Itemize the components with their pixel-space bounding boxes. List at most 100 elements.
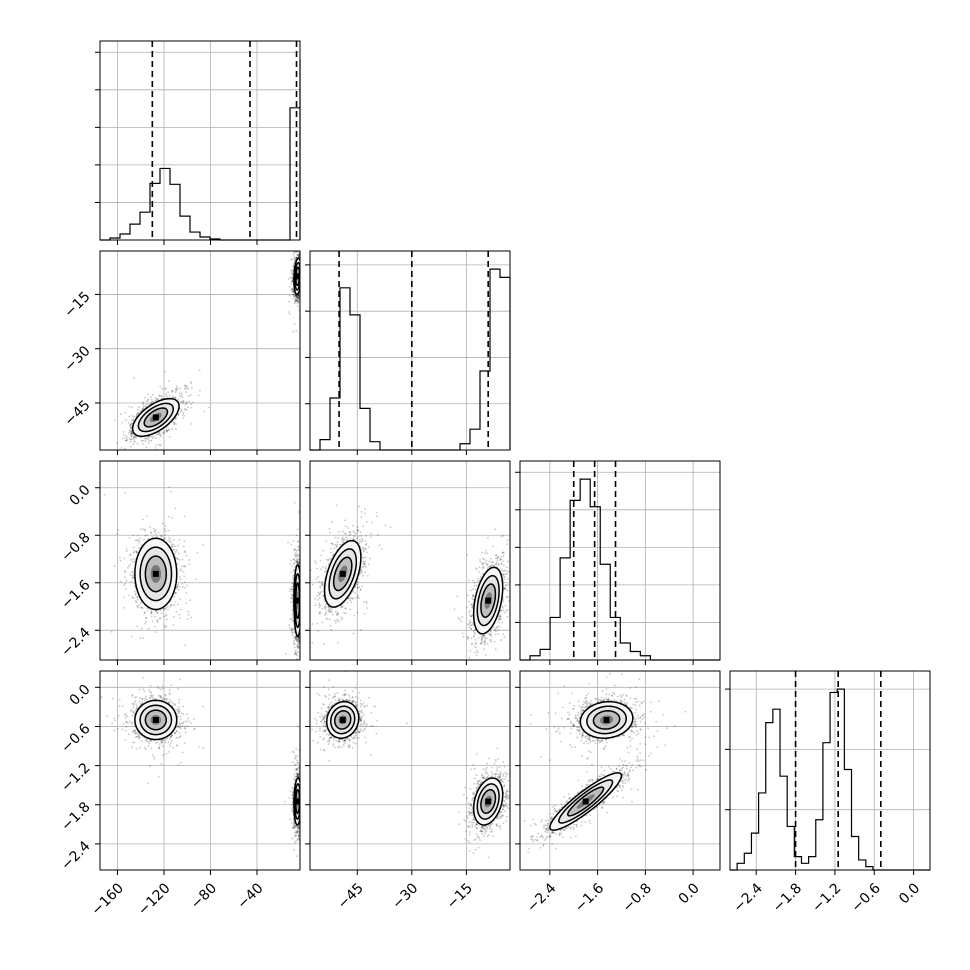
sample-point bbox=[129, 563, 132, 566]
sample-point bbox=[179, 617, 182, 620]
sample-point bbox=[143, 612, 146, 615]
sample-point bbox=[296, 297, 299, 300]
sample-point bbox=[119, 413, 122, 415]
sample-point bbox=[134, 600, 137, 603]
sample-point bbox=[123, 436, 126, 439]
sample-point bbox=[143, 538, 145, 541]
sample-point bbox=[143, 528, 146, 531]
sample-point bbox=[297, 298, 300, 301]
panel-frame bbox=[519, 460, 721, 661]
density-peak bbox=[294, 273, 300, 280]
sample-point bbox=[103, 493, 106, 496]
sample-point bbox=[177, 414, 180, 416]
sample-point bbox=[146, 515, 149, 518]
sample-point bbox=[302, 282, 304, 284]
sample-point bbox=[155, 609, 158, 612]
sample-point bbox=[152, 528, 155, 530]
sample-point bbox=[194, 578, 197, 581]
sample-point bbox=[174, 550, 177, 553]
sample-point bbox=[136, 409, 139, 411]
sample-point bbox=[184, 385, 187, 388]
density-contour bbox=[143, 407, 169, 428]
sample-point bbox=[142, 403, 145, 406]
sample-point bbox=[120, 580, 122, 583]
sample-point bbox=[302, 284, 304, 286]
sample-point bbox=[302, 281, 304, 283]
sample-point bbox=[158, 433, 161, 436]
sample-point bbox=[301, 275, 303, 277]
sample-point bbox=[302, 289, 304, 291]
sample-point bbox=[301, 271, 303, 273]
sample-point bbox=[178, 575, 181, 578]
sample-point bbox=[167, 529, 170, 532]
sample-point bbox=[181, 400, 184, 403]
sample-point bbox=[181, 413, 184, 416]
sample-point bbox=[183, 540, 186, 543]
sample-point bbox=[300, 258, 302, 260]
sample-point bbox=[170, 545, 173, 548]
sample-point bbox=[167, 515, 170, 518]
sample-point bbox=[160, 435, 162, 437]
sample-point bbox=[291, 280, 294, 283]
sample-point bbox=[154, 396, 157, 399]
sample-point bbox=[291, 293, 294, 296]
sample-point bbox=[156, 397, 159, 400]
sample-point bbox=[155, 535, 158, 538]
sample-point bbox=[144, 437, 147, 440]
sample-point bbox=[166, 430, 168, 433]
sample-point bbox=[125, 439, 127, 442]
sample-point bbox=[183, 575, 186, 578]
sample-point bbox=[129, 438, 131, 441]
sample-point bbox=[174, 507, 177, 510]
sample-point bbox=[170, 543, 173, 546]
sample-point bbox=[301, 255, 303, 257]
sample-point bbox=[141, 407, 144, 410]
sample-point bbox=[180, 608, 182, 611]
sample-point bbox=[174, 396, 177, 399]
panel-frame bbox=[99, 40, 301, 241]
sample-point bbox=[163, 624, 166, 627]
sample-point bbox=[150, 611, 153, 613]
sample-point bbox=[300, 279, 302, 281]
sample-point bbox=[160, 395, 163, 398]
sample-point bbox=[179, 411, 182, 413]
sample-point bbox=[182, 545, 185, 548]
sample-point bbox=[300, 254, 302, 256]
sample-point bbox=[128, 429, 131, 432]
sample-point bbox=[291, 287, 294, 290]
sample-point bbox=[141, 402, 144, 405]
sample-point bbox=[292, 290, 295, 292]
sample-point bbox=[174, 552, 176, 555]
sample-point bbox=[162, 609, 165, 612]
sample-point bbox=[294, 295, 297, 297]
sample-point bbox=[140, 440, 143, 442]
sample-point bbox=[148, 435, 151, 438]
sample-point bbox=[184, 644, 187, 647]
sample-point bbox=[154, 533, 157, 536]
sample-point bbox=[166, 605, 169, 608]
sample-point bbox=[190, 616, 193, 619]
sample-point bbox=[297, 255, 300, 258]
sample-point bbox=[165, 393, 167, 396]
sample-point bbox=[174, 428, 177, 431]
sample-point bbox=[160, 534, 163, 537]
sample-point bbox=[130, 427, 133, 430]
sample-point bbox=[145, 620, 148, 623]
sample-point bbox=[146, 607, 149, 610]
sample-point bbox=[298, 295, 300, 298]
sample-point bbox=[174, 396, 177, 399]
y-tick-label: −2.4 bbox=[58, 625, 93, 660]
sample-point bbox=[145, 617, 148, 620]
sample-point bbox=[147, 393, 149, 396]
sample-point bbox=[292, 264, 295, 267]
sample-point bbox=[136, 625, 139, 628]
sample-point bbox=[181, 582, 184, 585]
sample-point bbox=[177, 588, 180, 591]
sample-point bbox=[124, 447, 127, 450]
sample-point bbox=[198, 369, 201, 372]
sample-point bbox=[138, 541, 141, 544]
sample-point bbox=[185, 682, 187, 684]
sample-point bbox=[296, 296, 299, 298]
sample-point bbox=[130, 435, 133, 437]
sample-point bbox=[129, 426, 132, 429]
